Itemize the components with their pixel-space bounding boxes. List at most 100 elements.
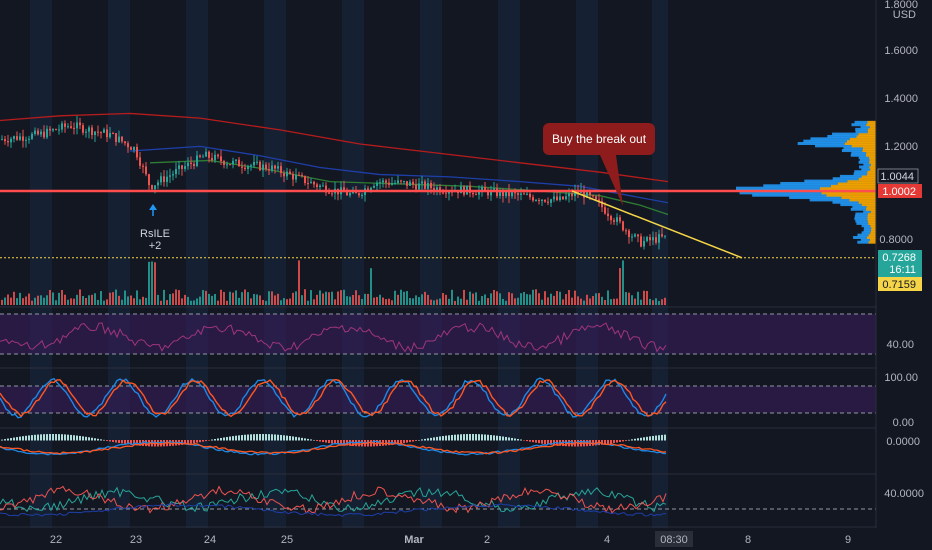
volume-bar xyxy=(511,293,513,305)
volume-bar xyxy=(124,290,126,305)
volume-bar xyxy=(73,298,75,305)
price-tick: 1.4000 xyxy=(884,93,918,105)
profile-bar xyxy=(867,170,876,174)
callout[interactable]: Buy the break out xyxy=(543,123,655,206)
candle-body xyxy=(472,192,474,195)
candle-body xyxy=(424,181,426,189)
volume-bar xyxy=(403,291,405,305)
volume-bar xyxy=(241,292,243,305)
candle-body xyxy=(559,196,561,201)
macd-tick: 0.0000 xyxy=(886,436,920,448)
volume-bar xyxy=(208,293,210,305)
macd-hist-bar xyxy=(196,440,198,443)
volume-bar xyxy=(238,297,240,305)
candle-body xyxy=(487,190,489,196)
volume-bar xyxy=(595,293,597,305)
macd-hist-bar xyxy=(79,435,81,441)
profile-bar xyxy=(870,167,876,171)
candle-body xyxy=(343,187,345,193)
session-stripe xyxy=(264,0,286,528)
volume-bar xyxy=(520,293,522,305)
volume-bar xyxy=(505,300,507,305)
price-scale[interactable]: 1.8000 USD 1.6000 1.4000 1.2000 0.8000 1… xyxy=(875,0,932,550)
profile-bar xyxy=(863,210,871,214)
volume-bar xyxy=(115,289,117,305)
macd-hist-bar xyxy=(118,440,120,443)
macd-pane[interactable] xyxy=(0,434,667,456)
candle-body xyxy=(499,190,501,197)
macd-hist-bar xyxy=(514,438,516,441)
macd-hist-bar xyxy=(319,440,321,442)
macd-hist-bar xyxy=(664,434,666,441)
candle-body xyxy=(388,182,390,185)
volume-bar xyxy=(370,268,372,305)
macd-hist-bar xyxy=(526,440,528,442)
macd-hist-bar xyxy=(106,440,108,441)
time-tick: 9 xyxy=(845,534,851,546)
candle-body xyxy=(265,164,267,170)
macd-hist-bar xyxy=(271,434,273,441)
volume-bar xyxy=(94,293,96,305)
macd-hist-bar xyxy=(277,434,279,441)
profile-bar xyxy=(858,200,876,204)
macd-hist-bar xyxy=(232,436,234,441)
volume-bar xyxy=(58,292,60,305)
macd-hist-bar xyxy=(133,440,135,446)
candle-body xyxy=(448,191,450,194)
profile-bar xyxy=(853,236,867,239)
profile-bar xyxy=(861,224,871,228)
volume-bar xyxy=(289,298,291,305)
macd-hist-bar xyxy=(535,440,537,443)
macd-hist-bar xyxy=(358,440,360,447)
volume-bar xyxy=(163,289,165,305)
profile-bar xyxy=(861,231,871,235)
descending-trendline[interactable] xyxy=(571,190,743,259)
profile-bar xyxy=(868,233,876,237)
rsi-pane[interactable] xyxy=(0,313,876,355)
time-axis[interactable]: 22 23 24 25 Mar 2 4 08:30 8 9 xyxy=(0,528,932,550)
macd-hist-bar xyxy=(436,436,438,441)
profile-bar xyxy=(843,146,863,150)
volume-bar xyxy=(148,261,150,305)
macd-hist-bar xyxy=(511,437,513,441)
macd-hist-bar xyxy=(334,440,336,445)
dmi-pane[interactable] xyxy=(0,485,876,517)
profile-bar xyxy=(849,137,876,141)
session-stripe xyxy=(108,0,130,528)
macd-hist-bar xyxy=(547,440,549,445)
candle-body xyxy=(592,195,594,197)
volume-bar xyxy=(553,295,555,305)
volume-bar xyxy=(13,291,15,305)
candle-body xyxy=(385,180,387,183)
signal-marker[interactable]: RsILE +2 xyxy=(140,204,170,252)
macd-hist-bar xyxy=(46,434,48,441)
profile-bar xyxy=(869,125,876,129)
profile-bar xyxy=(858,156,870,160)
volume-bar xyxy=(151,261,153,305)
stochastic-pane[interactable] xyxy=(0,377,876,419)
profile-bar xyxy=(866,205,876,209)
macd-hist-bar xyxy=(91,437,93,441)
svg-text:1.0002: 1.0002 xyxy=(882,186,916,198)
candle-body xyxy=(550,199,552,203)
profile-bar xyxy=(739,191,822,195)
candle-body xyxy=(316,184,318,187)
volume-bar xyxy=(436,299,438,305)
candle-body xyxy=(226,164,228,166)
volume-bar xyxy=(643,290,645,305)
candle-body xyxy=(151,185,153,190)
volume-bar xyxy=(106,299,108,305)
profile-bar xyxy=(871,226,876,230)
dmi-minus-line xyxy=(0,485,667,514)
bar-countdown: 16:11 xyxy=(889,264,916,276)
macd-hist-bar xyxy=(601,440,603,445)
volume-bar xyxy=(640,299,642,305)
volume-bar xyxy=(49,290,51,305)
candle-body xyxy=(211,157,213,161)
volume-bar xyxy=(274,295,276,305)
macd-hist-bar xyxy=(340,440,342,445)
macd-hist-bar xyxy=(286,435,288,441)
candle-body xyxy=(259,161,261,171)
price-pane[interactable]: Buy the break out RsILE +2 xyxy=(0,112,876,305)
